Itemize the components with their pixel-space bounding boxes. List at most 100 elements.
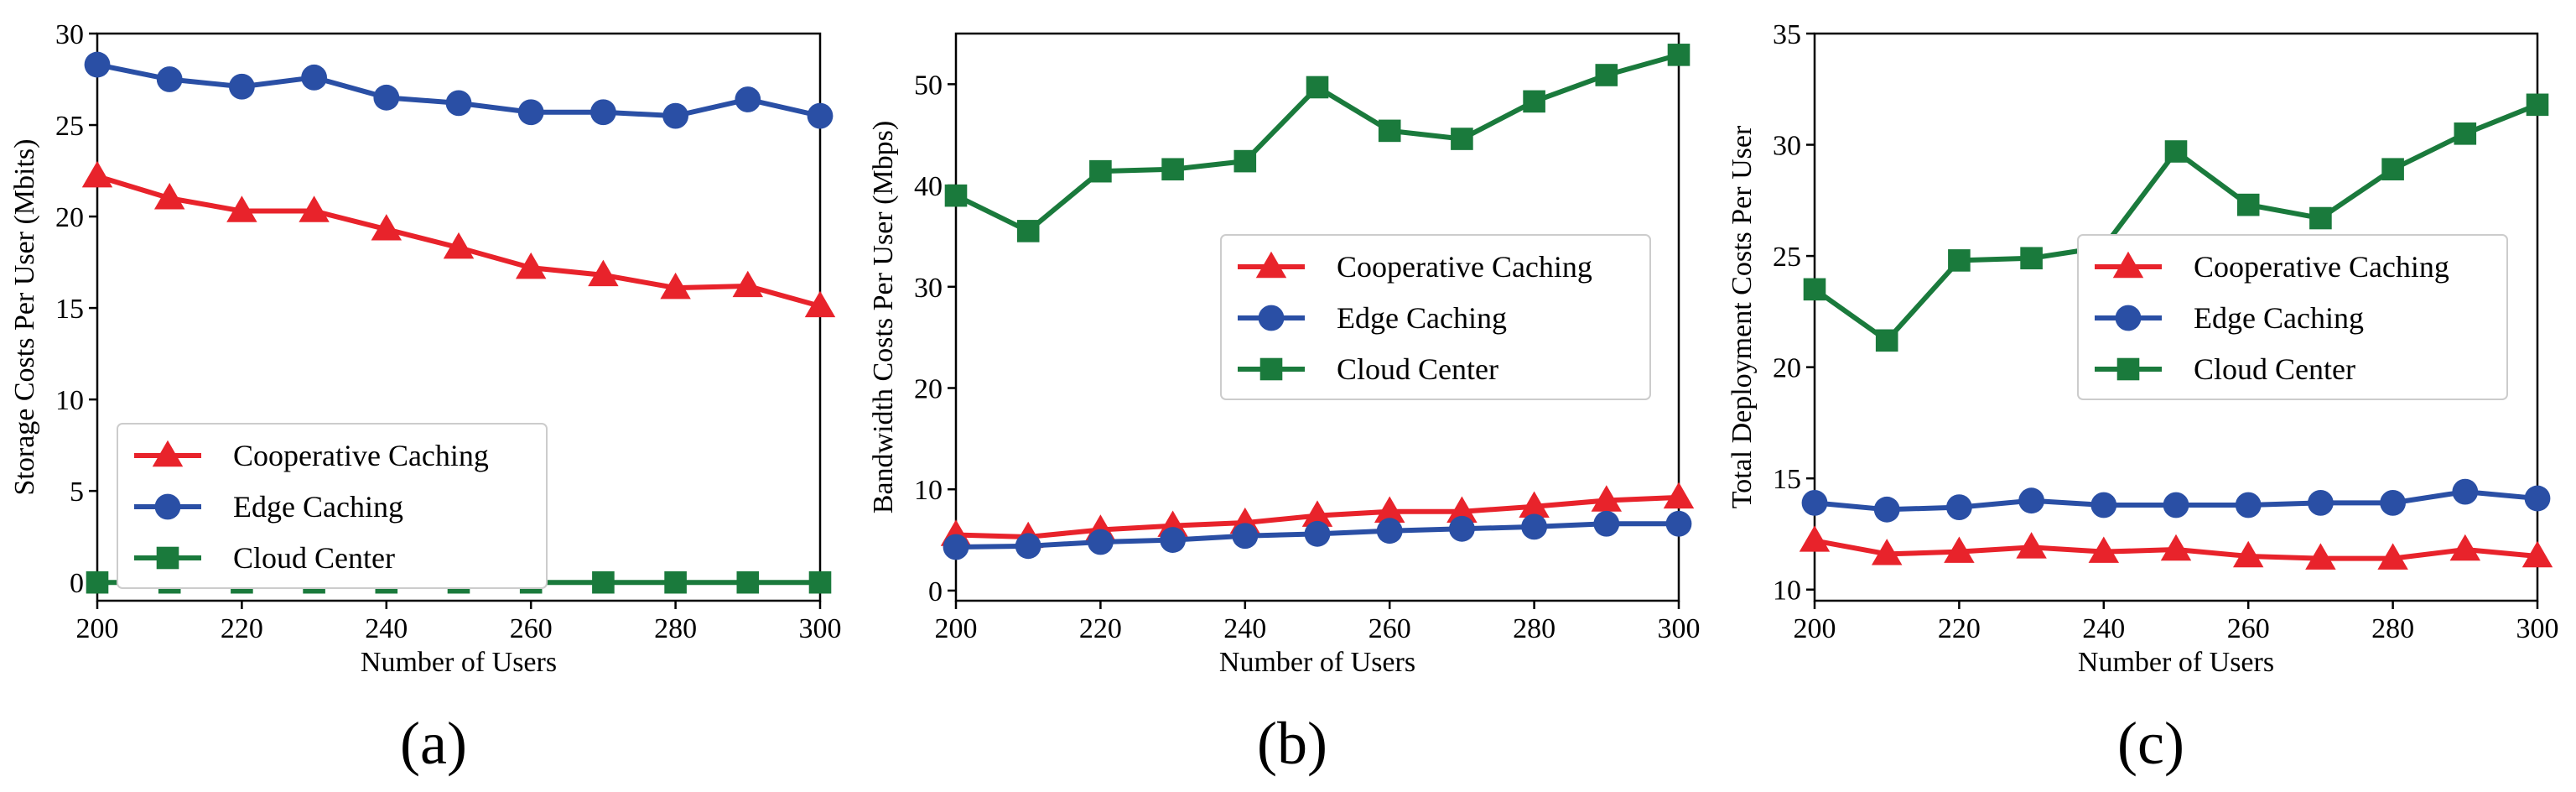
panel-c-edge-point (2452, 478, 2479, 505)
panel-b-cloud-point (1595, 64, 1618, 86)
panel-a-y-axis-label: Storage Costs Per User (Mbits) (9, 139, 40, 496)
panel-b-cooperative-point (1663, 482, 1695, 509)
panel-c-x-tick-label: 220 (1938, 613, 1981, 644)
panel-c-cooperative-point (2521, 540, 2553, 568)
panel-c-edge-point (2524, 485, 2551, 512)
panel-c-legend-label-cooperative: Cooperative Caching (2194, 250, 2449, 284)
panel-c-cooperative-point (1944, 536, 1975, 563)
panel-b-edge-point (1665, 510, 1692, 537)
panel-c-cloud-point (1948, 249, 1971, 272)
panel-c-cooperative-point (2232, 540, 2264, 568)
panel-c-legend-marker-cooperative (2112, 251, 2144, 279)
panel-c-cloud-point (2020, 247, 2043, 270)
panel-a-series-cooperative (81, 160, 836, 318)
panel-b-cloud-point (1378, 119, 1401, 143)
panel-c-y-tick-label: 30 (1773, 131, 1801, 162)
panel-b-y-tick-label: 30 (914, 273, 943, 304)
panel-b-plot-frame (954, 32, 1680, 602)
panel-a-cloud-point (808, 571, 832, 594)
panel-a-edge-point (301, 64, 327, 91)
panel-a-y-tick-label: 0 (70, 568, 84, 599)
panel-b-series-cloud (944, 44, 1690, 242)
panel-c-plot-frame (1813, 32, 2539, 602)
panel-c-y-tick-label: 25 (1773, 242, 1801, 273)
panel-a: 200 220 240 260 280 300 0 5 10 15 20 25 30 Number of … (9, 19, 842, 777)
panel-b-y-axis-label: Bandwidth Costs Per User (Mbps) (868, 121, 899, 513)
panel-b-legend-marker-cooperative (1255, 251, 1287, 279)
panel-b-edge-point (1160, 527, 1186, 553)
panel-c-y-tick-label: 15 (1773, 464, 1801, 495)
panel-b-caption: (b) (1257, 710, 1327, 777)
panel-b-edge-point (1521, 513, 1547, 540)
panel-a-edge-point (445, 90, 472, 117)
panel-a-y-tick-label: 10 (55, 385, 84, 416)
panel-c-x-tick-label: 240 (2082, 613, 2125, 644)
panel-b-x-tick-label: 300 (1658, 613, 1701, 644)
panel-a-cooperative-point (226, 195, 257, 222)
panel-c-y-tick-label: 35 (1773, 19, 1801, 50)
panel-c-cloud-point (2381, 158, 2404, 181)
panel-b-x-tick-label: 240 (1223, 613, 1266, 644)
panel-a-edge-point (807, 102, 834, 129)
panel-b-cloud-point (1089, 159, 1112, 183)
panel-c-caption: (c) (2117, 710, 2184, 777)
panel-b-edge-point (1449, 515, 1475, 542)
panel-b-cooperative-point (1519, 491, 1550, 518)
panel-b-cooperative-point (1374, 496, 1405, 524)
panel-a-edge-point (590, 99, 616, 126)
panel-a-cooperative-point (299, 195, 330, 222)
panel-a-series-edge (84, 51, 834, 129)
panel-c-y-tick-label: 10 (1773, 576, 1801, 607)
panel-b-y-tick-label: 20 (914, 374, 943, 405)
panel-b-x-tick-label: 260 (1368, 613, 1411, 644)
panel-a-legend-marker-cooperative (152, 440, 184, 467)
panel-b-x-tick-label: 280 (1513, 613, 1555, 644)
panel-b-cloud-point (1523, 90, 1545, 113)
panel-c-edge-point (1801, 489, 1828, 516)
panel-c-edge-point (2235, 492, 2262, 518)
panel-a-legend-label-cooperative: Cooperative Caching (233, 439, 489, 472)
panel-a-legend-label-cloud: Cloud Center (233, 541, 395, 575)
panel-b-cloud-point (1016, 220, 1040, 242)
panel-c: 200 220 240 260 280 300 10 15 20 25 30 35 Number of … (1727, 19, 2559, 777)
panel-b-legend-label-cloud: Cloud Center (1337, 352, 1498, 386)
panel-c-cooperative-point (1871, 539, 1903, 565)
panel-a-x-axis-label: Number of Users (361, 647, 557, 678)
panel-a-caption: (a) (400, 710, 467, 777)
panel-c-x-axis-label: Number of Users (2078, 647, 2274, 678)
panel-a-legend: Cooperative Caching Edge Caching Cloud Cen… (117, 423, 548, 589)
panel-b-cloud-point (1451, 128, 1473, 150)
panel-c-legend: Cooperative Caching Edge Caching Cloud Cen… (2077, 234, 2508, 400)
panel-a-legend-marker-edge (154, 493, 181, 520)
panel-c-x-tick-label: 200 (1794, 613, 1836, 644)
panel-a-cooperative-point (81, 160, 113, 188)
panel-b-edge-point (1376, 518, 1403, 544)
panel-b-cooperative-point (1446, 496, 1478, 524)
panel-b-legend-box (1220, 234, 1651, 400)
panel-c-cooperative-point (1799, 525, 1831, 552)
panel-b-edge-point (943, 534, 969, 560)
panel-b-legend-marker-edge (1258, 305, 1285, 331)
panel-a-cloud-point (664, 571, 687, 594)
panel-a-cooperative-point (732, 270, 764, 298)
panel-b-y-tick-label: 10 (914, 475, 943, 506)
panel-c-cloud-point (1803, 278, 1826, 301)
panel-b-y-tick-label: 50 (914, 70, 943, 101)
panel-b-legend-label-edge: Edge Caching (1337, 301, 1507, 335)
panel-b-legend: Cooperative Caching Edge Caching Cloud Cen… (1220, 234, 1651, 400)
panel-a-x-tick-label: 260 (510, 613, 553, 644)
panel-a-edge-point (517, 99, 544, 126)
panel-c-legend-label-edge: Edge Caching (2194, 301, 2364, 335)
panel-a-cloud-point (736, 571, 760, 594)
panel-a-cloud-point (592, 571, 615, 594)
panel-a-cooperative-point (804, 290, 836, 318)
panel-c-cooperative-point (2377, 543, 2408, 570)
panel-c-legend-marker-edge (2115, 305, 2142, 331)
panel-c-cloud-point (2526, 93, 2549, 117)
panel-b-edge-point (1015, 533, 1041, 560)
panel-c-edge-point (2308, 489, 2334, 516)
panel-c-edge-point (1946, 494, 1972, 521)
panel-c-cooperative-point (2088, 536, 2120, 563)
panel-a-edge-point (84, 51, 111, 78)
